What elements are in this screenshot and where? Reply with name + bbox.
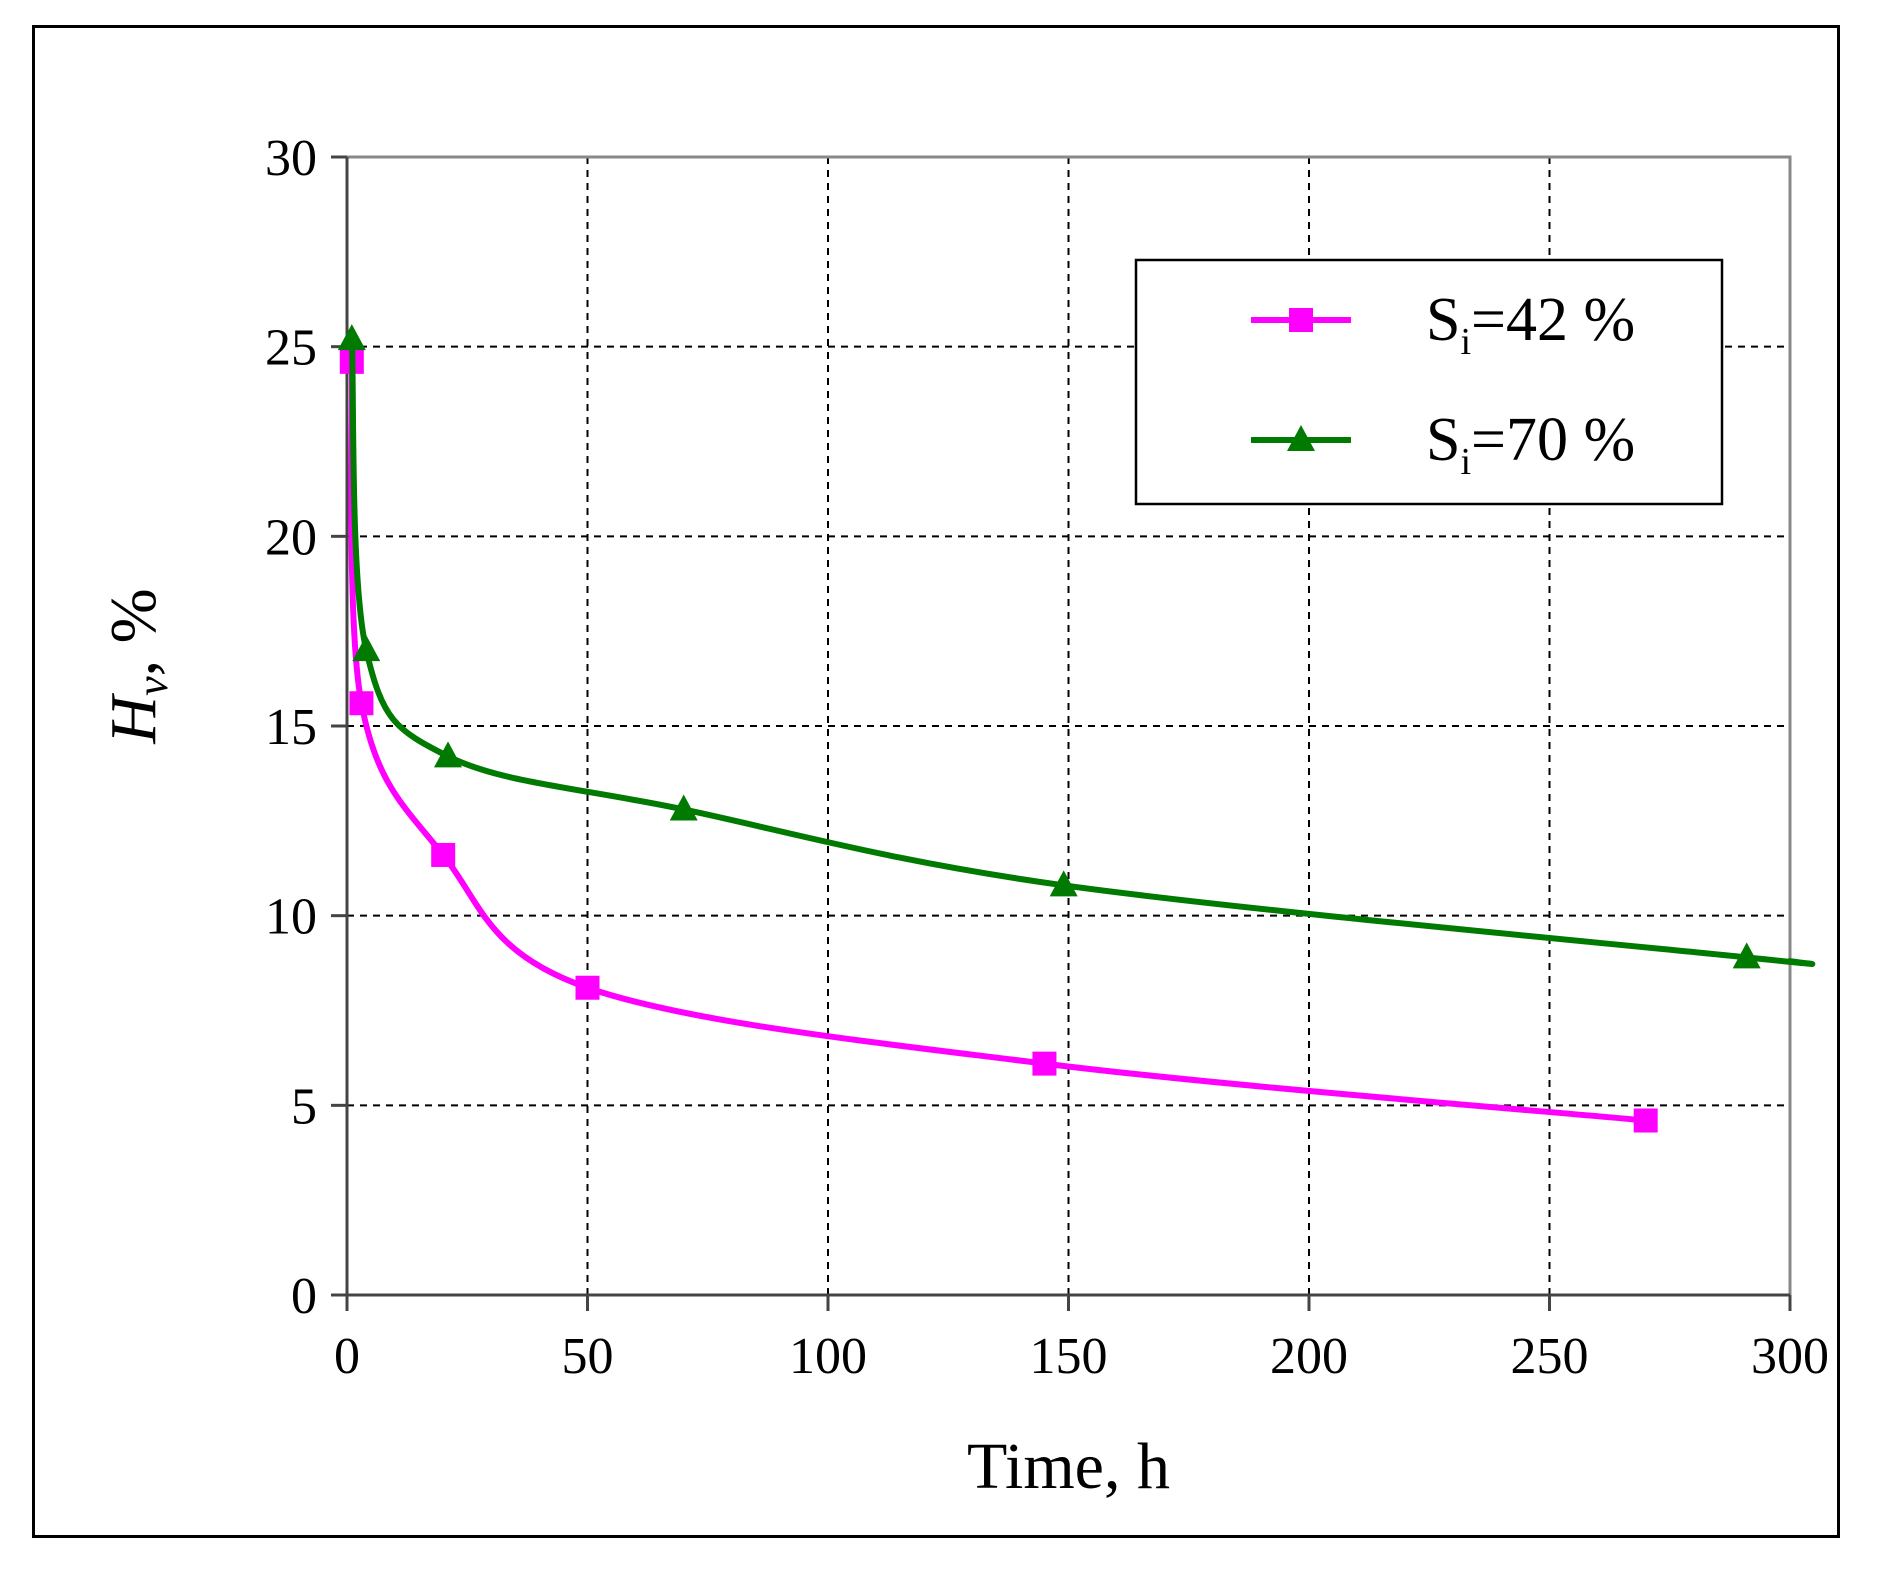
data-point xyxy=(1633,1108,1658,1133)
legend-label: Si=70 % xyxy=(1426,406,1635,483)
y-tick-label: 10 xyxy=(265,889,317,946)
x-tick-label: 300 xyxy=(1751,1328,1829,1385)
x-tick-label: 0 xyxy=(334,1328,360,1385)
y-axis-title-subscript: v xyxy=(128,676,177,696)
y-axis-title-main: H xyxy=(97,693,170,745)
y-tick-label: 15 xyxy=(265,699,317,756)
y-axis-title: Hv, % xyxy=(97,588,177,744)
legend-box xyxy=(1134,258,1724,506)
y-tick-label: 0 xyxy=(291,1268,317,1325)
y-tick-label: 25 xyxy=(265,320,317,377)
data-point xyxy=(352,635,381,662)
legend-item: Si=70 % xyxy=(1251,406,1635,483)
data-point xyxy=(669,794,698,821)
x-tick-label: 150 xyxy=(1030,1328,1108,1385)
data-point xyxy=(337,324,366,351)
legend-label-rest: =70 % xyxy=(1471,406,1635,474)
legend-label: Si=42 % xyxy=(1426,286,1635,363)
data-point xyxy=(1049,870,1078,897)
y-tick-label: 20 xyxy=(265,509,317,566)
legend-item: Si=42 % xyxy=(1251,286,1635,363)
legend-label-main: S xyxy=(1426,286,1460,354)
legend-marker xyxy=(1289,308,1313,332)
data-point xyxy=(575,975,600,1000)
y-axis-title-suffix: , % xyxy=(97,588,170,676)
y-tick-label: 30 xyxy=(265,130,317,187)
legend-label-sub: i xyxy=(1460,321,1471,363)
legend-label-main: S xyxy=(1426,406,1460,474)
x-tick-label: 100 xyxy=(789,1328,867,1385)
legend: Si=42 %Si=70 % xyxy=(1134,258,1724,506)
series-1 xyxy=(339,349,1658,1133)
x-tick-label: 250 xyxy=(1511,1328,1589,1385)
x-axis-title: Time, h xyxy=(967,1430,1170,1503)
data-point xyxy=(349,691,374,716)
series-layer xyxy=(337,324,1816,1133)
legend-label-rest: =42 % xyxy=(1471,286,1635,354)
x-tick-label: 200 xyxy=(1270,1328,1348,1385)
legend-marker xyxy=(1287,425,1315,451)
data-point xyxy=(1032,1051,1057,1076)
data-point xyxy=(1732,942,1761,969)
y-tick-label: 5 xyxy=(291,1078,317,1135)
series-2 xyxy=(337,324,1816,969)
x-tick-label: 50 xyxy=(562,1328,614,1385)
data-point xyxy=(431,842,456,867)
data-point xyxy=(434,741,463,768)
legend-label-sub: i xyxy=(1460,441,1471,483)
